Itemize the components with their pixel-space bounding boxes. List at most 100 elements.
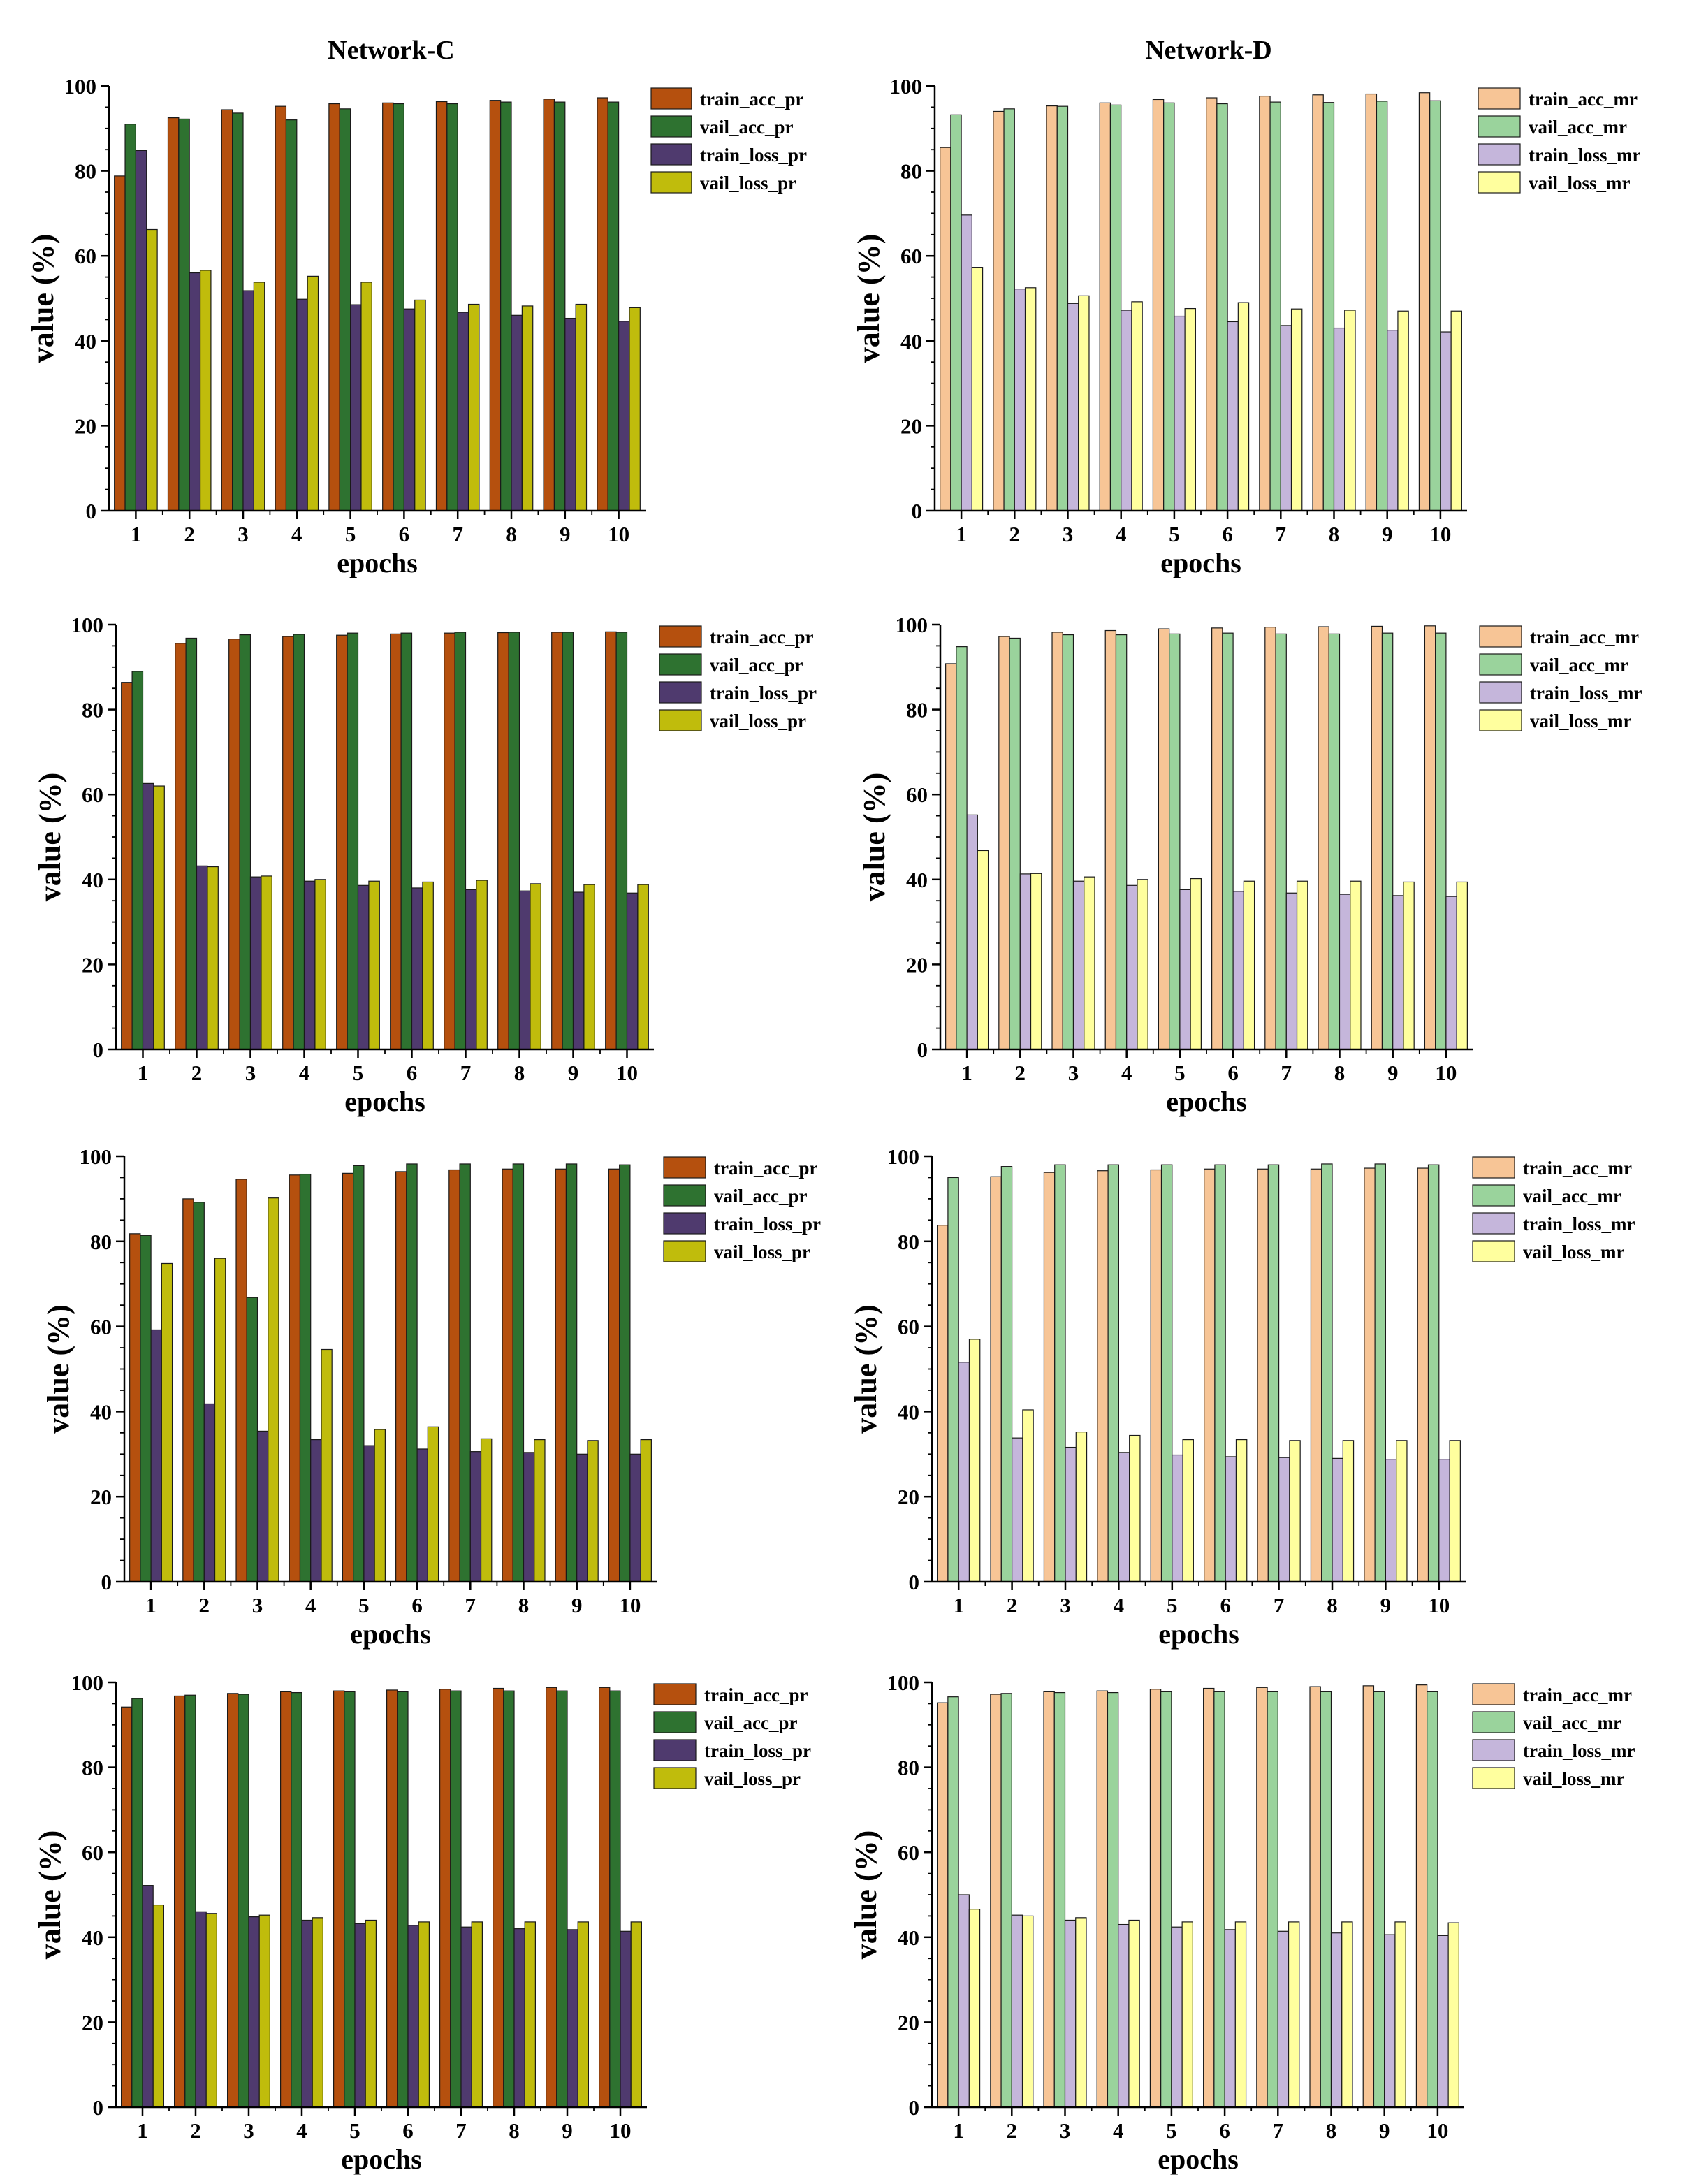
bar-train_acc_mr-10 — [1424, 625, 1436, 1050]
bar-vail_acc_pr-8 — [500, 101, 512, 511]
bar-train_loss_mr-9 — [1385, 1459, 1397, 1582]
legend-swatch-train_acc_pr — [650, 87, 692, 110]
bar-vail_acc_pr-1 — [131, 1698, 143, 2108]
bar-train_acc_mr-1 — [937, 1702, 949, 2108]
bar-vail_acc_pr-8 — [508, 632, 520, 1050]
bar-train_loss_pr-5 — [354, 1923, 366, 2108]
bar-vail_loss_mr-3 — [1078, 295, 1090, 511]
bar-train_loss_mr-9 — [1384, 1934, 1396, 2108]
bar-train_acc_pr-3 — [221, 109, 233, 511]
bar-vail_loss_pr-8 — [534, 1439, 546, 1582]
bar-train_acc_pr-4 — [289, 1174, 301, 1582]
bar-train_acc_pr-3 — [235, 1179, 247, 1582]
y-tick-label: 60 — [82, 1840, 103, 1865]
bar-vail_loss_mr-8 — [1342, 1440, 1355, 1582]
bar-train_loss_pr-4 — [301, 1919, 313, 2108]
legend-swatch-vail_loss_mr — [1472, 1767, 1515, 1789]
x-tick-label: 6 — [411, 1593, 423, 1617]
y-tick-label: 40 — [90, 1399, 112, 1424]
bar-vail_acc_mr-8 — [1322, 102, 1335, 511]
y-tick-label: 60 — [82, 782, 103, 807]
legend: train_acc_mr vail_acc_mr train_loss_mrvail… — [1478, 87, 1641, 194]
x-tick-label: 9 — [568, 1061, 579, 1085]
bar-vail_acc_pr-2 — [178, 118, 190, 511]
bar-train_acc_mr-7 — [1256, 1687, 1268, 2108]
bar-train_loss_pr-7 — [465, 889, 477, 1050]
legend-label-train_acc_pr: train_acc_pr — [700, 89, 803, 110]
x-tick-label: 1 — [131, 522, 142, 546]
y-tick-label: 20 — [82, 952, 103, 977]
bar-vail_acc_mr-8 — [1320, 1691, 1332, 2108]
bar-train_acc_mr-6 — [1204, 1168, 1216, 1582]
y-tick-label: 40 — [82, 868, 103, 892]
bar-vail_loss_mr-1 — [977, 850, 989, 1050]
bar-vail_loss_pr-7 — [476, 880, 488, 1050]
bar-train_loss_mr-5 — [1171, 1926, 1183, 2108]
y-tick-label: 60 — [898, 1315, 919, 1339]
bar-vail_acc_pr-5 — [353, 1165, 365, 1582]
bar-vail_acc_mr-10 — [1435, 632, 1447, 1050]
bar-vail_acc_mr-1 — [956, 646, 968, 1050]
bar-train_loss_mr-7 — [1277, 1930, 1290, 2108]
x-tick-label: 2 — [199, 1593, 210, 1617]
bar-vail_loss_mr-1 — [971, 267, 984, 511]
bar-train_loss_pr-5 — [363, 1445, 375, 1582]
bar-vail_acc_pr-7 — [450, 1690, 462, 2108]
y-tick-label: 40 — [906, 868, 928, 892]
x-tick-label: 2 — [1009, 522, 1021, 546]
bar-vail_loss_mr-3 — [1084, 876, 1095, 1050]
bar-train_loss_mr-8 — [1332, 1457, 1343, 1582]
legend-swatch-train_loss_mr — [1472, 1212, 1515, 1235]
bar-vail_loss_pr-2 — [207, 866, 219, 1050]
y-tick-label: 0 — [912, 499, 923, 523]
bar-vail_loss_pr-6 — [414, 299, 426, 511]
bar-vail_acc_pr-1 — [140, 1235, 152, 1582]
bar-train_acc_pr-10 — [597, 97, 608, 511]
bar-train_acc_mr-3 — [1051, 632, 1063, 1050]
bar-train_loss_pr-2 — [196, 865, 208, 1050]
y-tick-label: 40 — [898, 1399, 919, 1424]
legend-swatch-vail_acc_mr — [1472, 1711, 1515, 1733]
bar-vail_acc_pr-3 — [238, 1694, 249, 2108]
legend-swatch-vail_loss_mr — [1479, 709, 1522, 731]
bar-vail_loss_mr-5 — [1190, 878, 1202, 1050]
x-tick-label: 6 — [1227, 1061, 1239, 1085]
bar-train_loss_pr-2 — [203, 1403, 216, 1582]
bar-vail_loss_pr-10 — [637, 884, 649, 1050]
x-tick-label: 10 — [1428, 1593, 1450, 1617]
bar-train_loss_mr-2 — [1014, 289, 1026, 511]
x-tick-label: 5 — [353, 1061, 364, 1085]
x-tick-label: 1 — [953, 1593, 964, 1617]
bar-train_acc_mr-2 — [993, 110, 1005, 511]
legend-label-vail_acc_mr: vail_acc_mr — [1523, 1186, 1621, 1207]
y-tick-label: 80 — [898, 1230, 919, 1254]
legend-swatch-train_acc_mr — [1479, 625, 1522, 648]
y-tick-label: 0 — [86, 499, 97, 523]
legend-swatch-vail_acc_pr — [659, 653, 702, 676]
bar-train_acc_pr-2 — [175, 643, 187, 1050]
bar-vail_loss_mr-3 — [1075, 1432, 1088, 1582]
legend-label-train_acc_mr: train_acc_mr — [1530, 627, 1639, 648]
bar-vail_acc_mr-3 — [1054, 1164, 1066, 1582]
legend-swatch-train_loss_mr — [1478, 143, 1521, 166]
bar-train_acc_mr-3 — [1043, 1172, 1056, 1582]
bar-train_loss_pr-3 — [248, 1916, 260, 2108]
bar-train_acc_pr-6 — [390, 633, 402, 1050]
bar-train_acc_mr-6 — [1203, 1687, 1215, 2108]
legend-swatch-train_acc_pr — [653, 1683, 697, 1705]
x-tick-label: 2 — [190, 2118, 201, 2143]
bar-train_loss_pr-2 — [195, 1911, 207, 2108]
bar-train_loss_mr-9 — [1387, 330, 1399, 511]
x-tick-label: 4 — [1114, 1593, 1125, 1617]
bar-vail_loss_mr-4 — [1128, 1919, 1140, 2108]
bar-vail_loss_pr-8 — [524, 1921, 537, 2108]
legend-swatch-train_acc_mr — [1472, 1683, 1515, 1705]
legend-label-vail_loss_pr: vail_loss_pr — [714, 1242, 810, 1262]
legend-swatch-train_loss_pr — [653, 1739, 697, 1761]
y-axis-title: value (%) — [852, 234, 886, 363]
x-axis-title: epochs — [350, 1618, 431, 1650]
bar-train_loss_mr-10 — [1438, 1459, 1450, 1582]
bar-vail_acc_mr-8 — [1328, 633, 1341, 1050]
x-tick-label: 1 — [961, 1061, 972, 1085]
legend-label-vail_loss_pr: vail_loss_pr — [710, 711, 806, 731]
